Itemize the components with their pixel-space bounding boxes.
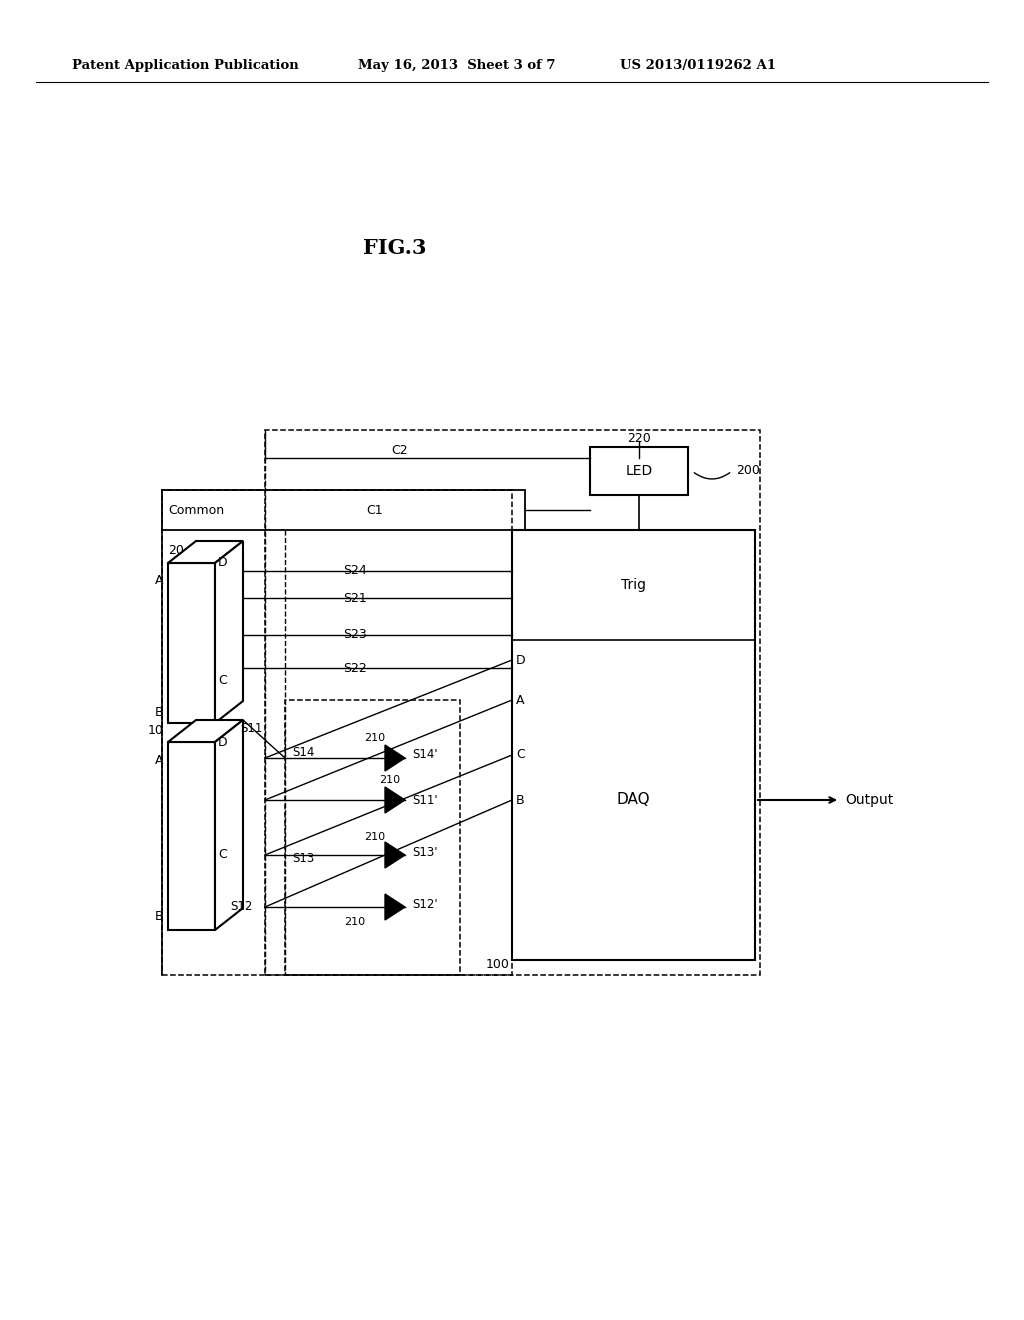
Text: A: A bbox=[155, 754, 163, 767]
Polygon shape bbox=[215, 541, 243, 723]
Text: S23: S23 bbox=[343, 628, 367, 642]
Text: B: B bbox=[516, 793, 524, 807]
Text: S11: S11 bbox=[240, 722, 262, 734]
Text: C: C bbox=[516, 748, 524, 762]
Polygon shape bbox=[168, 742, 215, 931]
Text: 210: 210 bbox=[365, 832, 386, 842]
Text: Trig: Trig bbox=[621, 578, 646, 591]
Text: Common: Common bbox=[168, 503, 224, 516]
Text: S14: S14 bbox=[292, 747, 314, 759]
Text: S12: S12 bbox=[230, 900, 252, 913]
Text: S24: S24 bbox=[343, 565, 367, 578]
Text: 100: 100 bbox=[486, 958, 510, 972]
Text: S13': S13' bbox=[412, 846, 437, 858]
Text: S21: S21 bbox=[343, 591, 367, 605]
Polygon shape bbox=[385, 787, 406, 813]
Text: S13: S13 bbox=[292, 851, 314, 865]
Text: 200: 200 bbox=[736, 465, 760, 478]
Text: C: C bbox=[218, 849, 226, 862]
Polygon shape bbox=[385, 894, 406, 920]
Text: A: A bbox=[516, 693, 524, 706]
Text: 220: 220 bbox=[627, 433, 651, 446]
Polygon shape bbox=[168, 719, 243, 742]
Polygon shape bbox=[385, 744, 406, 771]
Text: Output: Output bbox=[845, 793, 893, 807]
Text: 20: 20 bbox=[168, 544, 184, 557]
Text: US 2013/0119262 A1: US 2013/0119262 A1 bbox=[620, 58, 776, 71]
Text: D: D bbox=[516, 653, 525, 667]
Text: Patent Application Publication: Patent Application Publication bbox=[72, 58, 299, 71]
Polygon shape bbox=[215, 719, 243, 931]
Text: DAQ: DAQ bbox=[616, 792, 650, 808]
Text: S12': S12' bbox=[412, 899, 437, 912]
Text: B: B bbox=[155, 706, 163, 719]
Polygon shape bbox=[168, 564, 215, 723]
Text: 210: 210 bbox=[380, 775, 400, 785]
Text: B: B bbox=[155, 911, 163, 924]
Text: 10: 10 bbox=[148, 723, 164, 737]
Text: D: D bbox=[218, 557, 227, 569]
Text: S22: S22 bbox=[343, 661, 367, 675]
Polygon shape bbox=[385, 842, 406, 869]
Bar bbox=[162, 490, 525, 531]
Text: S14': S14' bbox=[412, 748, 437, 762]
Polygon shape bbox=[168, 541, 243, 564]
Text: 210: 210 bbox=[365, 733, 386, 743]
Text: C: C bbox=[218, 673, 226, 686]
Text: FIG.3: FIG.3 bbox=[364, 238, 427, 257]
Text: 210: 210 bbox=[344, 917, 366, 927]
Bar bbox=[590, 447, 688, 495]
Bar bbox=[162, 490, 512, 975]
Text: S11': S11' bbox=[412, 793, 437, 807]
Text: C1: C1 bbox=[367, 503, 383, 516]
Text: C2: C2 bbox=[392, 444, 409, 457]
Bar bbox=[265, 430, 760, 975]
Text: D: D bbox=[218, 735, 227, 748]
Text: LED: LED bbox=[626, 465, 652, 478]
Bar bbox=[285, 700, 460, 975]
Text: A: A bbox=[155, 573, 163, 586]
Bar bbox=[512, 531, 755, 960]
Text: May 16, 2013  Sheet 3 of 7: May 16, 2013 Sheet 3 of 7 bbox=[358, 58, 555, 71]
